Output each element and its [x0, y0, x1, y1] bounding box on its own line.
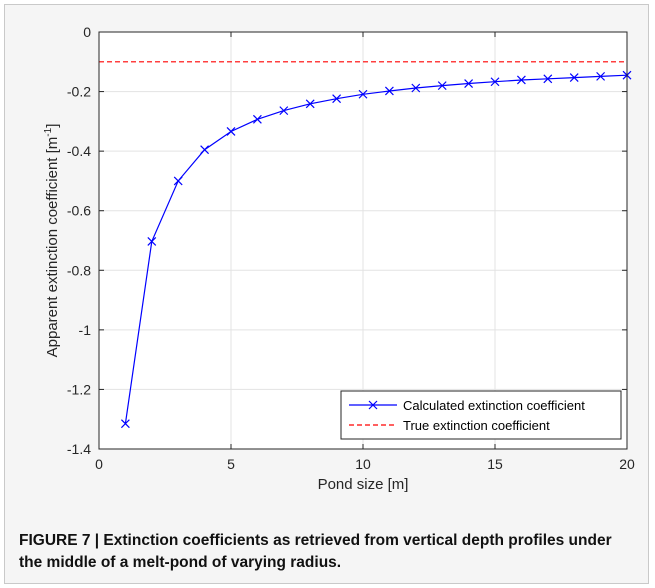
data-point-marker — [120, 419, 130, 429]
x-tick-label: 10 — [355, 456, 371, 472]
y-tick-label: -1.4 — [67, 441, 91, 457]
x-marker-stroke — [384, 86, 394, 96]
data-point-marker — [226, 127, 236, 136]
axis-ticks: 0 5 10 15 20 0 -0.2 -0.4 -0.6 -0.8 -1 -1.2 -1.4 — [67, 24, 635, 472]
data-point-marker — [569, 73, 579, 82]
x-marker-stroke — [464, 79, 474, 88]
x-marker-stroke — [173, 176, 183, 186]
data-point-marker — [411, 83, 421, 93]
legend: Calculated extinction coefficient True e… — [340, 390, 622, 440]
y-axis-title-end: ] — [44, 124, 61, 128]
legend-label-calculated: Calculated extinction coefficient — [403, 398, 585, 413]
data-point-marker — [543, 74, 553, 84]
x-marker-stroke — [332, 94, 342, 104]
x-tick-label: 0 — [95, 456, 103, 472]
x-tick-label: 5 — [227, 456, 235, 472]
data-point-marker — [516, 75, 526, 85]
legend-marker-calculated — [368, 400, 378, 410]
x-marker-stroke — [120, 419, 130, 429]
y-tick-label: -1 — [79, 322, 92, 338]
data-point-marker — [173, 176, 183, 186]
legend-box — [340, 390, 622, 440]
y-axis-title: Apparent extinction coefficient [m-1] — [43, 124, 61, 358]
data-point-marker — [358, 89, 368, 99]
legend-x-marker — [368, 400, 378, 410]
x-marker-stroke — [437, 81, 447, 91]
x-tick-label: 15 — [487, 456, 503, 472]
data-point-marker — [437, 81, 447, 91]
x-marker-stroke — [569, 73, 579, 82]
line-chart: 0 5 10 15 20 0 -0.2 -0.4 -0.6 -0.8 -1 -1.2 -1.4 Pond… — [43, 24, 635, 493]
x-marker-stroke — [305, 99, 315, 109]
x-marker-stroke — [411, 83, 421, 93]
data-point-marker — [332, 94, 342, 104]
figure-caption: FIGURE 7 | Extinction coefficients as re… — [19, 532, 612, 571]
grid-lines — [98, 31, 628, 450]
data-point-marker — [464, 79, 474, 88]
y-tick-label: -1.2 — [67, 381, 91, 397]
data-point-marker — [147, 236, 157, 246]
calculated-series-line — [124, 74, 628, 424]
data-point-marker — [596, 71, 606, 81]
x-marker-stroke — [358, 89, 368, 99]
x-marker-stroke — [516, 75, 526, 85]
x-marker-stroke — [596, 71, 606, 81]
series-layer — [99, 61, 632, 429]
x-marker-stroke — [490, 77, 500, 87]
y-tick-label: -0.8 — [67, 262, 91, 278]
figure-panel: 0 5 10 15 20 0 -0.2 -0.4 -0.6 -0.8 -1 -1.2 -1.4 Pond… — [4, 4, 649, 584]
data-point-marker — [305, 99, 315, 109]
x-marker-stroke — [368, 400, 378, 410]
data-point-marker — [279, 106, 289, 116]
legend-label-true: True extinction coefficient — [403, 418, 550, 433]
y-axis-title-superscript: -1 — [43, 127, 54, 136]
x-marker-stroke — [226, 127, 236, 136]
x-marker-stroke — [543, 74, 553, 84]
data-point-marker — [252, 114, 262, 124]
x-marker-stroke — [147, 236, 157, 246]
data-point-marker — [490, 77, 500, 87]
y-tick-label: -0.2 — [67, 84, 91, 100]
x-tick-label: 20 — [619, 456, 635, 472]
data-point-marker — [200, 145, 210, 155]
x-marker-stroke — [200, 145, 210, 155]
x-marker-stroke — [279, 106, 289, 116]
data-point-marker — [384, 86, 394, 96]
y-tick-label: -0.6 — [67, 203, 91, 219]
x-marker-stroke — [252, 114, 262, 124]
y-axis-title-main: Apparent extinction coefficient [m — [44, 137, 61, 358]
x-axis-title: Pond size [m] — [318, 476, 409, 493]
y-tick-label: 0 — [83, 24, 91, 40]
y-tick-label: -0.4 — [67, 143, 91, 159]
